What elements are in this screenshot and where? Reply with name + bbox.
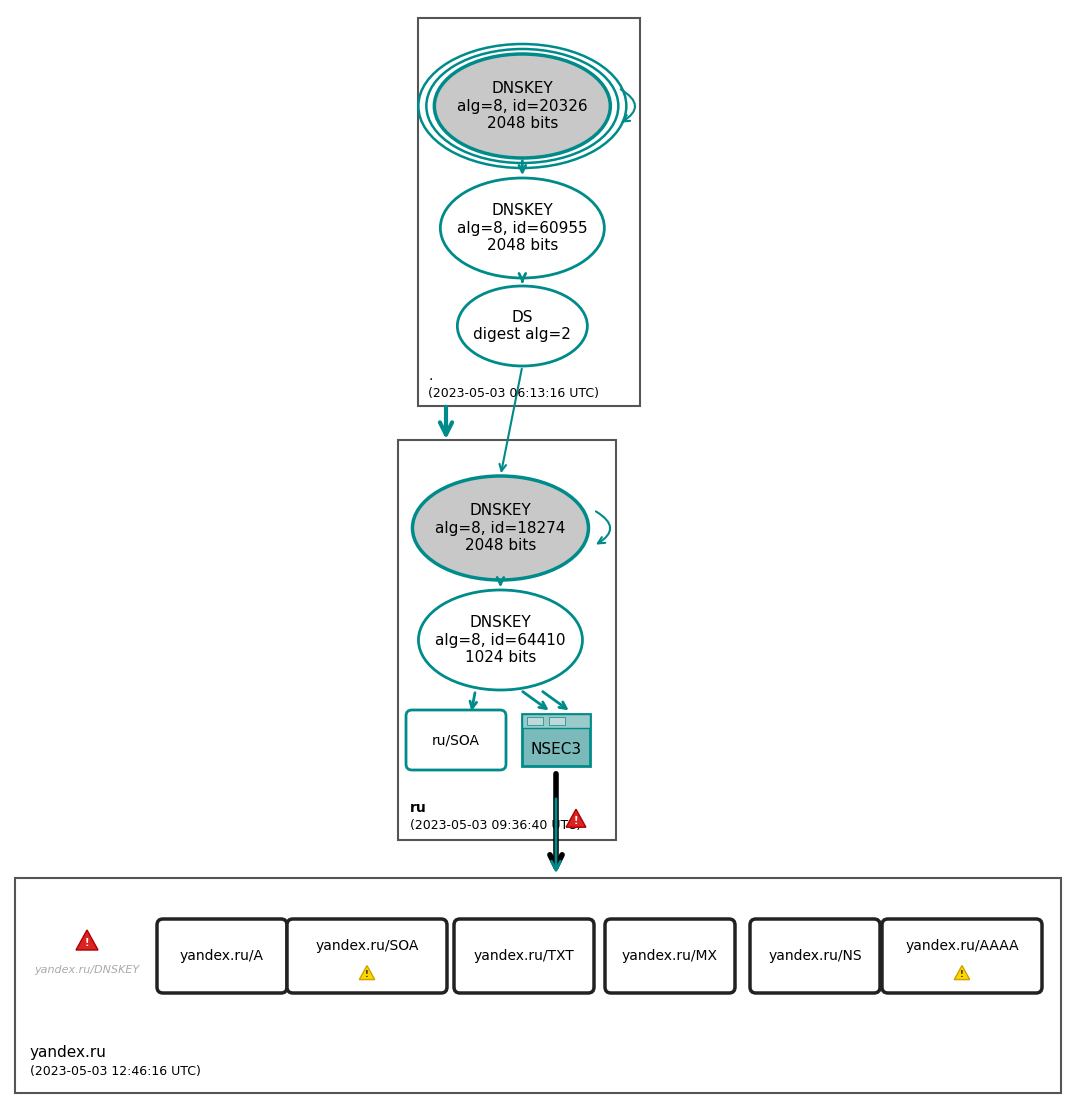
FancyBboxPatch shape [454, 919, 594, 993]
FancyArrowPatch shape [621, 90, 635, 122]
Text: NSEC3: NSEC3 [530, 741, 581, 757]
Text: DS
digest alg=2: DS digest alg=2 [473, 310, 571, 342]
Text: DNSKEY
alg=8, id=60955
2048 bits: DNSKEY alg=8, id=60955 2048 bits [457, 203, 587, 253]
Text: !: ! [365, 971, 369, 979]
FancyBboxPatch shape [882, 919, 1042, 993]
Polygon shape [566, 809, 586, 828]
Polygon shape [76, 930, 98, 950]
Bar [522, 714, 590, 728]
Ellipse shape [457, 286, 587, 366]
Ellipse shape [435, 54, 610, 158]
Bar [15, 878, 1061, 1092]
FancyBboxPatch shape [287, 919, 447, 993]
Text: (2023-05-03 09:36:40 UTC): (2023-05-03 09:36:40 UTC) [410, 819, 581, 831]
Text: yandex.ru/MX: yandex.ru/MX [622, 948, 718, 963]
Bar [527, 717, 543, 725]
Bar [549, 717, 565, 725]
Text: DNSKEY
alg=8, id=18274
2048 bits: DNSKEY alg=8, id=18274 2048 bits [436, 503, 566, 553]
Text: ru: ru [410, 801, 427, 815]
Text: (2023-05-03 06:13:16 UTC): (2023-05-03 06:13:16 UTC) [428, 388, 599, 400]
FancyBboxPatch shape [406, 710, 506, 770]
Text: !: ! [960, 971, 964, 979]
Text: yandex.ru/NS: yandex.ru/NS [768, 948, 862, 963]
Text: !: ! [85, 938, 89, 948]
Text: !: ! [574, 815, 578, 825]
Text: DNSKEY
alg=8, id=20326
2048 bits: DNSKEY alg=8, id=20326 2048 bits [457, 81, 587, 131]
Bar [398, 440, 615, 840]
Polygon shape [359, 965, 374, 979]
Text: yandex.ru/SOA: yandex.ru/SOA [315, 938, 419, 953]
FancyArrowPatch shape [596, 512, 610, 543]
Bar [522, 714, 590, 766]
Text: .: . [428, 369, 433, 383]
FancyBboxPatch shape [157, 919, 287, 993]
Ellipse shape [440, 178, 605, 278]
Polygon shape [954, 965, 969, 979]
Text: (2023-05-03 12:46:16 UTC): (2023-05-03 12:46:16 UTC) [30, 1065, 201, 1077]
Text: yandex.ru/TXT: yandex.ru/TXT [473, 948, 575, 963]
FancyBboxPatch shape [750, 919, 880, 993]
Text: yandex.ru/A: yandex.ru/A [180, 948, 264, 963]
FancyBboxPatch shape [605, 919, 735, 993]
Text: ru/SOA: ru/SOA [431, 733, 480, 747]
Text: yandex.ru/DNSKEY: yandex.ru/DNSKEY [34, 965, 140, 975]
Bar [417, 18, 640, 406]
Text: DNSKEY
alg=8, id=64410
1024 bits: DNSKEY alg=8, id=64410 1024 bits [435, 615, 566, 665]
Text: yandex.ru: yandex.ru [30, 1046, 107, 1060]
Text: yandex.ru/AAAA: yandex.ru/AAAA [905, 938, 1019, 953]
Ellipse shape [419, 589, 582, 690]
Ellipse shape [412, 476, 589, 579]
